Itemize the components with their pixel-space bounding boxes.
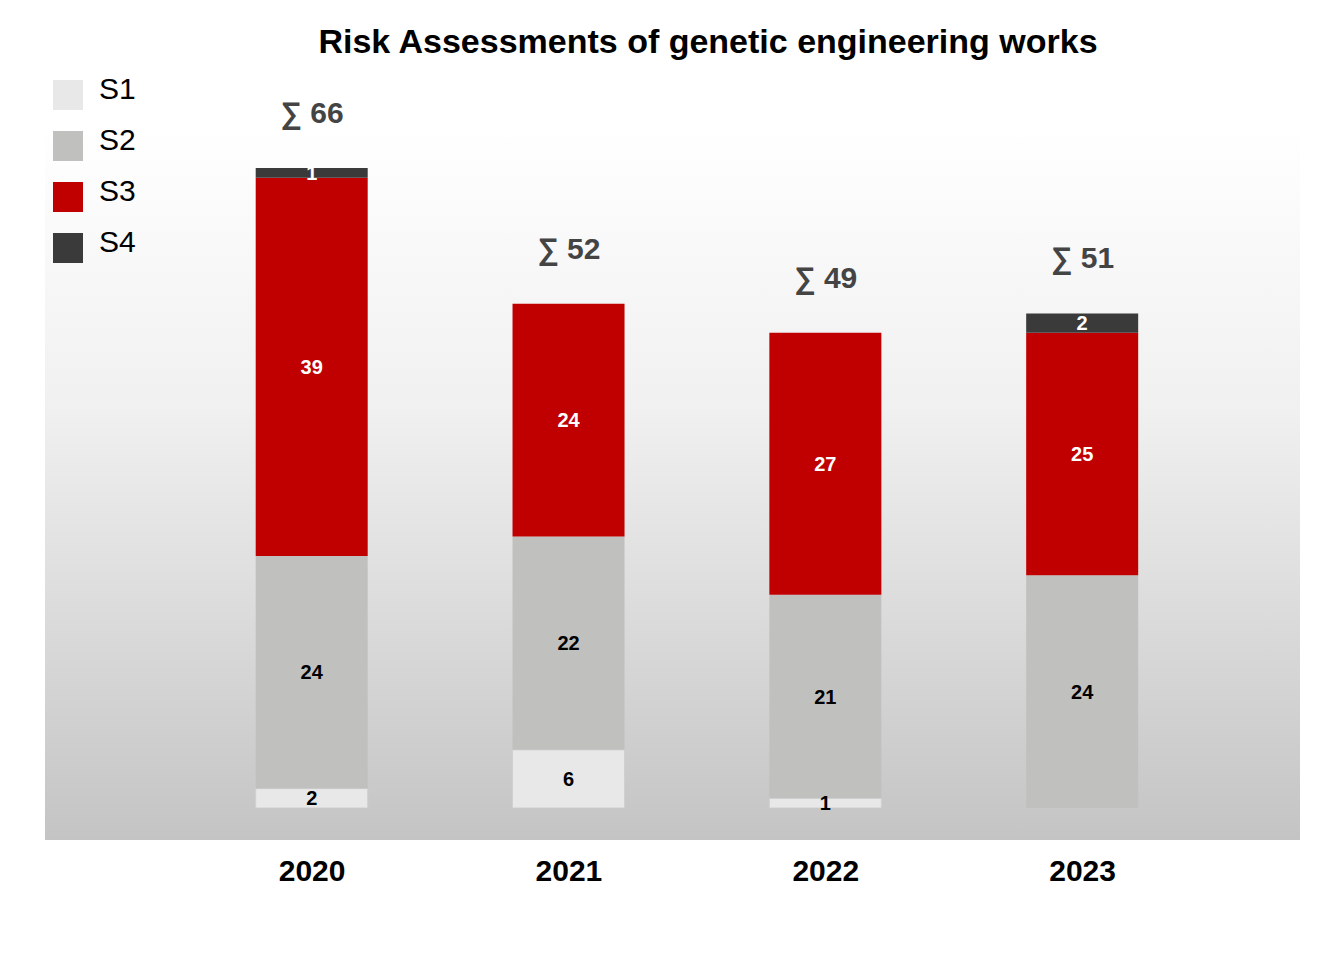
svg-text:1: 1: [820, 792, 831, 814]
html-text:S4: S4: [99, 225, 136, 258]
svg-text:2022: 2022: [792, 854, 859, 887]
svg-text:21: 21: [814, 686, 836, 708]
svg-text:24: 24: [557, 409, 580, 431]
html-text:Risk Assessments of genetic en: Risk Assessments of genetic engineering …: [318, 22, 1098, 60]
svg-text:2: 2: [1077, 312, 1088, 334]
svg-text:22: 22: [557, 632, 579, 654]
svg-text:2023: 2023: [1049, 854, 1116, 887]
svg-text:∑ 49: ∑ 49: [794, 261, 857, 295]
svg-text:∑ 51: ∑ 51: [1051, 241, 1114, 275]
svg-text:6: 6: [563, 768, 574, 790]
svg-text:24: 24: [1071, 681, 1094, 703]
svg-text:2020: 2020: [279, 854, 346, 887]
html-text:S1: S1: [99, 72, 136, 105]
svg-text:∑ 52: ∑ 52: [537, 232, 600, 266]
svg-text:39: 39: [301, 356, 323, 378]
svg-text:2: 2: [306, 787, 317, 809]
svg-text:27: 27: [814, 453, 836, 475]
svg-text:1: 1: [306, 162, 317, 184]
svg-text:2021: 2021: [536, 854, 603, 887]
html-text:S3: S3: [99, 174, 136, 207]
html-text:S2: S2: [99, 123, 136, 156]
svg-text:24: 24: [301, 661, 324, 683]
svg-text:25: 25: [1071, 443, 1093, 465]
svg-text:∑ 66: ∑ 66: [281, 96, 344, 130]
